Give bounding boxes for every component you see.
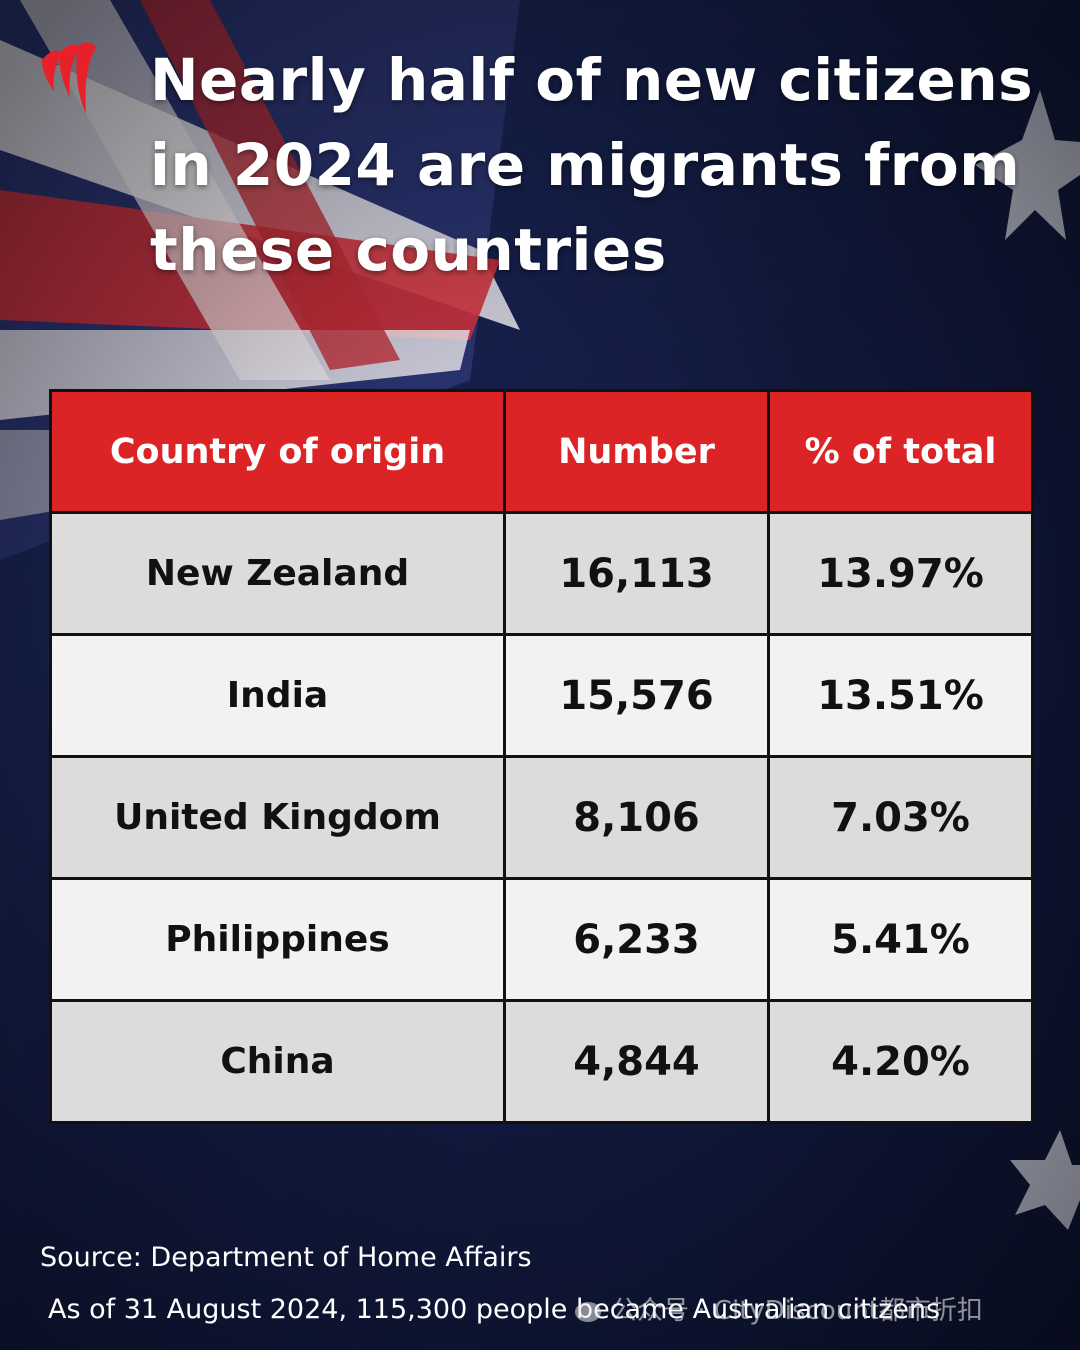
column-header-country: Country of origin [49,389,506,514]
wechat-icon [575,1301,601,1322]
percent-cell: 4.20% [767,999,1034,1124]
headline-line: Nearly half of new citizens [150,46,1034,114]
column-header-percent: % of total [767,389,1034,514]
country-cell: India [49,633,506,758]
headline-line: these countries [150,216,667,284]
citizens-table: Country of origin Number % of total New … [49,389,1034,1124]
number-cell: 6,233 [503,877,770,1002]
column-header-number: Number [503,389,770,514]
number-cell: 8,106 [503,755,770,880]
percent-cell: 13.51% [767,633,1034,758]
percent-cell: 5.41% [767,877,1034,1002]
number-cell: 16,113 [503,511,770,636]
percent-cell: 13.97% [767,511,1034,636]
broadcaster-logo [42,42,96,114]
source-note: Source: Department of Home Affairs [40,1242,532,1273]
table-row: United Kingdom 8,106 7.03% [49,755,1034,880]
number-cell: 4,844 [503,999,770,1124]
table-header-row: Country of origin Number % of total [49,389,1034,514]
table-row: Philippines 6,233 5.41% [49,877,1034,1002]
table-row: New Zealand 16,113 13.97% [49,511,1034,636]
citizenship-note: As of 31 August 2024, 115,300 people bec… [48,1294,941,1325]
percent-cell: 7.03% [767,755,1034,880]
country-cell: United Kingdom [49,755,506,880]
headline-line: in 2024 are migrants from [150,131,1021,199]
watermark: 公众号 · CityDiscount都市折扣 [575,1290,983,1327]
country-cell: Philippines [49,877,506,1002]
table-row: China 4,844 4.20% [49,999,1034,1124]
country-cell: New Zealand [49,511,506,636]
country-cell: China [49,999,506,1124]
watermark-text: 公众号 · CityDiscount都市折扣 [611,1296,983,1326]
number-cell: 15,576 [503,633,770,758]
headline: Nearly half of new citizens in 2024 are … [150,38,1050,293]
table-row: India 15,576 13.51% [49,633,1034,758]
